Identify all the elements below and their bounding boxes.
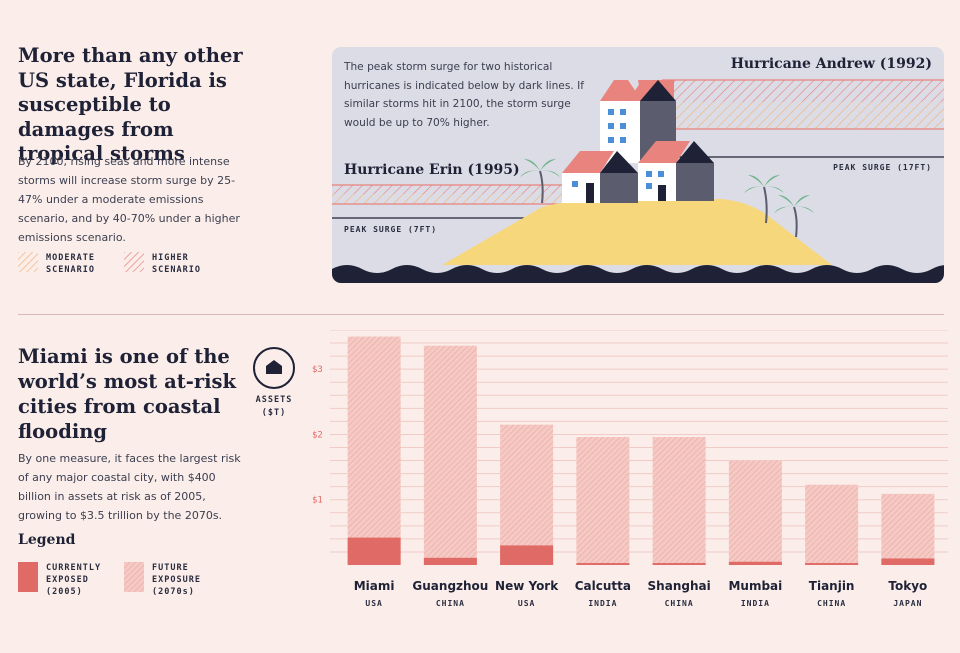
miami-description: By one measure, it faces the largest ris… [18,452,241,522]
legend-future-exposure: FUTURE EXPOSURE (2070s) [124,562,224,598]
higher-swatch-icon [124,252,144,272]
y-tick-label: $3 [312,365,323,375]
category-city-label: Guangzhou [412,579,488,593]
future-label: FUTURE EXPOSURE (2070s) [152,563,201,597]
surge-explanation: The peak storm surge for two historical … [344,61,584,129]
category-city-label: Mumbai [728,579,782,593]
category-country-label: USA [518,599,535,608]
category-city-label: Miami [354,579,395,593]
erin-title: Hurricane Erin (1995) [344,162,520,178]
legend-moderate-scenario: MODERATE SCENARIO [18,252,118,276]
legend-current-exposure: CURRENTLY EXPOSED (2005) [18,562,118,598]
andrew-title: Hurricane Andrew (1992) [730,56,932,72]
florida-headline: More than any other US state, Florida is… [18,44,243,165]
category-country-label: JAPAN [893,599,922,608]
current-label: CURRENTLY EXPOSED (2005) [46,563,102,597]
category-country-label: INDIA [588,599,617,608]
right-house [638,141,714,201]
legend-higher-scenario: HIGHER SCENARIO [124,252,224,276]
bar-future-tokyo [881,493,935,565]
bar-current-tokyo [881,558,935,565]
category-city-label: New York [495,579,559,593]
island-illustration [332,79,944,283]
category-country-label: CHINA [665,599,694,608]
legend-heading: Legend [18,532,76,548]
future-swatch-icon [124,562,144,592]
andrew-surge-bands [662,79,944,158]
y-ticks: $1 $2 $3 [312,365,323,506]
bar-future-miami [347,336,401,565]
current-swatch-icon [18,562,38,592]
category-country-label: INDIA [741,599,770,608]
bar-future-shanghai [652,437,706,565]
category-city-label: Shanghai [648,579,711,593]
storm-surge-illustration: The peak storm surge for two historical … [332,47,944,283]
category-city-label: Tokyo [888,579,927,593]
category-country-label: USA [365,599,382,608]
erin-surge-bands [332,184,562,219]
bar-future-new-york [500,424,554,565]
category-country-label: CHINA [436,599,465,608]
erin-peak-label: PEAK SURGE (7FT) [344,225,438,234]
category-city-label: Tianjin [809,579,855,593]
miami-headline: Miami is one of the world’s most at-risk… [18,345,236,443]
left-house [562,151,638,203]
moderate-swatch-icon [18,252,38,272]
category-country-label: CHINA [817,599,846,608]
bars [347,336,935,565]
house-icon [253,347,295,389]
category-labels: Miami USA Guangzhou CHINA New York USA Calcutt… [354,579,928,608]
moderate-label: MODERATE SCENARIO [46,253,95,275]
assets-axis-label: ASSETS ($T) [255,395,293,418]
bar-future-mumbai [728,460,782,565]
bar-current-mumbai [728,561,782,565]
bar-future-calcutta [576,437,630,565]
florida-description: By 2100, rising seas and more intense st… [18,155,240,244]
water [332,265,944,283]
bar-current-shanghai [652,563,706,565]
bar-current-guangzhou [423,557,477,565]
bar-current-miami [347,537,401,565]
bar-current-new-york [500,545,554,565]
y-tick-label: $2 [312,430,323,440]
assets-bar-chart: $1 $2 $3 Miami USA Guangzhou CHINA New York USA… [312,330,948,608]
sand-island [442,199,832,265]
bar-future-guangzhou [423,345,477,565]
category-city-label: Calcutta [575,579,631,593]
bar-future-tianjin [805,484,859,565]
higher-label: HIGHER SCENARIO [152,253,201,275]
andrew-peak-label: PEAK SURGE (17FT) [833,163,932,172]
palm-trees [539,170,798,238]
bar-current-tianjin [805,563,859,565]
y-tick-label: $1 [312,496,323,506]
section-divider [18,314,944,315]
bar-current-calcutta [576,563,630,565]
